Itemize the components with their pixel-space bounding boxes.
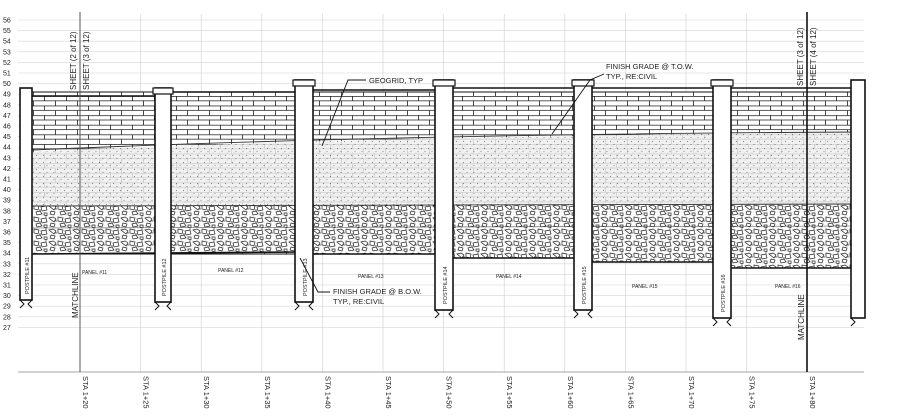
station-label: STA 1+40 — [323, 376, 332, 409]
panel-labels: PANEL #11 PANEL #12 PANEL #13 PANEL #14 … — [82, 268, 801, 290]
elevation-label: 39 — [3, 198, 11, 205]
callout-finish-grade-tow: FINISH GRADE @ T.O.W. TYP., RE:CIVIL — [551, 62, 693, 135]
elevation-label: 28 — [3, 314, 11, 321]
station-label: STA 1+75 — [748, 376, 757, 409]
elevation-label: 52 — [3, 60, 11, 67]
elevation-label: 27 — [3, 325, 11, 332]
elevation-label: 49 — [3, 92, 11, 99]
postpile: POSTPILE #13 — [292, 79, 316, 311]
elevation-label: 45 — [3, 134, 11, 141]
callout-geogrid: GEOGRID, TYP — [321, 76, 423, 147]
callout-text: FINISH GRADE @ B.O.W. — [333, 287, 422, 296]
elevation-label: 30 — [3, 293, 11, 300]
elevation-label: 46 — [3, 124, 11, 131]
elevation-label: 32 — [3, 272, 11, 279]
elevation-label: 35 — [3, 240, 11, 247]
elevation-label: 41 — [3, 177, 11, 184]
elevation-label: 40 — [3, 187, 11, 194]
postpile-label: POSTPILE #12 — [162, 258, 168, 296]
station-label: STA 1+20 — [81, 376, 90, 409]
elevation-axis: 56 55 54 53 52 51 50 49 48 47 46 45 44 43 42 41 40 39 38 37… — [3, 18, 11, 332]
matchline-right: MATCHLINE SHEET (3 of 12) SHEET (4 of 12… — [796, 12, 818, 372]
station-label: STA 1+65 — [626, 376, 635, 409]
postpile-label: POSTPILE #15 — [582, 266, 588, 304]
station-label: STA 1+35 — [263, 376, 272, 409]
elevation-label: 51 — [3, 71, 11, 78]
elevation-label: 37 — [3, 219, 11, 226]
elevation-label: 38 — [3, 208, 11, 215]
station-axis: STA 1+20 STA 1+25 STA 1+30 STA 1+35 STA 1+40… — [18, 371, 864, 409]
elevation-label: 54 — [3, 39, 11, 46]
geogrid-line — [31, 131, 865, 151]
panel-label: PANEL #13 — [358, 274, 384, 280]
elevation-label: 31 — [3, 283, 11, 290]
postpile-label: POSTPILE #14 — [443, 266, 449, 304]
station-label: STA 1+25 — [142, 376, 151, 409]
callout-text: TYP., RE:CIVIL — [606, 72, 657, 81]
elevation-label: 55 — [3, 28, 11, 35]
postpile: POSTPILE #16 — [710, 79, 734, 327]
elevation-label: 44 — [3, 145, 11, 152]
elevation-label: 56 — [3, 18, 11, 25]
station-label: STA 1+80 — [808, 376, 817, 409]
postpile: POSTPILE #11 — [19, 87, 33, 309]
station-label: STA 1+45 — [384, 376, 393, 409]
postpile: POSTPILE #14 — [432, 79, 456, 319]
postpile-label: POSTPILE #16 — [721, 274, 727, 312]
elevation-label: 29 — [3, 304, 11, 311]
matchline-left: MATCHLINE SHEET (2 of 12) SHEET (3 of 12… — [69, 12, 91, 372]
station-label: STA 1+60 — [566, 376, 575, 409]
elevation-label: 50 — [3, 81, 11, 88]
postpile: POSTPILE #12 — [152, 87, 174, 311]
postpile-label: POSTPILE #13 — [303, 258, 309, 296]
sheet-label: SHEET (4 of 12) — [809, 27, 818, 86]
postpile: POSTPILE #15 — [571, 79, 595, 319]
sheet-label: SHEET (3 of 12) — [796, 27, 805, 86]
elevation-label: 47 — [3, 113, 11, 120]
panel-label: PANEL #11 — [82, 270, 107, 276]
elevation-label: 33 — [3, 261, 11, 268]
callout-text: GEOGRID, TYP — [369, 76, 423, 85]
panel-label: PANEL #14 — [496, 274, 522, 280]
panel-label: PANEL #12 — [218, 268, 244, 274]
panel-label: PANEL #16 — [775, 284, 801, 290]
elevation-label: 53 — [3, 49, 11, 56]
sheet-label: SHEET (3 of 12) — [82, 31, 91, 90]
station-label: STA 1+55 — [505, 376, 514, 409]
postpile-label: POSTPILE #11 — [25, 257, 31, 294]
callout-finish-grade-bow: FINISH GRADE @ B.O.W. TYP., RE:CIVIL — [299, 257, 422, 306]
station-label: STA 1+30 — [202, 376, 211, 409]
elevation-label: 43 — [3, 155, 11, 162]
elevation-label: 48 — [3, 102, 11, 109]
matchline-label: MATCHLINE — [797, 294, 806, 340]
matchline-label: MATCHLINE — [71, 272, 80, 318]
callout-text: TYP., RE:CIVIL — [333, 297, 384, 306]
station-label: STA 1+50 — [445, 376, 454, 409]
postpile-edge — [850, 79, 866, 327]
callout-text: FINISH GRADE @ T.O.W. — [606, 62, 693, 71]
panel-label: PANEL #15 — [632, 284, 658, 290]
elevation-label: 42 — [3, 166, 11, 173]
sheet-label: SHEET (2 of 12) — [69, 31, 78, 90]
elevation-label: 34 — [3, 251, 11, 258]
station-label: STA 1+70 — [687, 376, 696, 409]
elevation-label: 36 — [3, 230, 11, 237]
